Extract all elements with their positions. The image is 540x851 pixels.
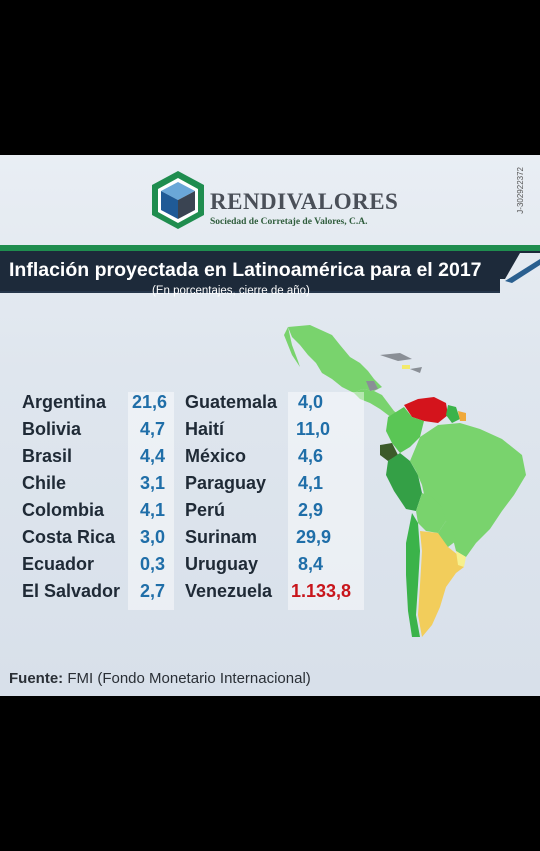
country-name: Colombia: [22, 500, 105, 520]
inflation-value: 29,9: [296, 527, 332, 547]
country-name: Surinam: [185, 527, 258, 547]
left-values-background: [128, 392, 174, 610]
registration-code: J-302922372: [516, 167, 525, 214]
inflation-value: 3,0: [140, 527, 166, 547]
country-name: Paraguay: [185, 473, 267, 493]
country-name: Guatemala: [185, 392, 278, 412]
inflation-value: 4,4: [140, 446, 166, 466]
latin-america-map: [284, 325, 526, 637]
inflation-value: 11,0: [296, 419, 331, 439]
inflation-value: 21,6: [132, 392, 168, 412]
country-name: Costa Rica: [22, 527, 116, 547]
country-name: Brasil: [22, 446, 73, 466]
country-name: Argentina: [22, 392, 107, 412]
country-name: Uruguay: [185, 554, 259, 574]
cube-logo-icon: [152, 171, 204, 229]
inflation-value: 2,7: [140, 581, 166, 601]
country-name: México: [185, 446, 247, 466]
country-name: El Salvador: [22, 581, 121, 601]
inflation-value: 4,1: [298, 473, 324, 493]
source-text: FMI (Fondo Monetario Internacional): [67, 670, 311, 687]
inflation-value-highlight: 1.133,8: [291, 581, 352, 601]
title-banner: [0, 251, 540, 303]
rendivalores-logo: RENDIVALORES Sociedad de Corretaje de Va…: [150, 169, 398, 231]
inflation-value: 4,0: [298, 392, 324, 412]
country-name: Haití: [185, 419, 225, 439]
country-name: Venezuela: [185, 581, 273, 601]
inflation-value: 8,4: [298, 554, 324, 574]
divider-line: [0, 245, 540, 251]
country-name: Chile: [22, 473, 67, 493]
country-name: Perú: [185, 500, 226, 520]
page-subtitle: (En porcentajes, cierre de año): [152, 285, 310, 297]
brand-tagline: Sociedad de Corretaje de Valores, C.A.: [210, 217, 368, 227]
inflation-value: 4,1: [140, 500, 166, 520]
source-label: Fuente:: [9, 670, 64, 687]
brand-name: RENDIVALORES: [210, 189, 399, 214]
right-values-background: [288, 392, 364, 610]
infographic-card: RENDIVALORES Sociedad de Corretaje de Va…: [0, 155, 540, 696]
inflation-value: 4,7: [140, 419, 166, 439]
source-note: Fuente: FMI (Fondo Monetario Internacion…: [9, 670, 311, 687]
country-name: Bolivia: [22, 419, 82, 439]
inflation-value: 4,6: [298, 446, 324, 466]
country-name: Ecuador: [22, 554, 95, 574]
page-title: Inflación proyectada en Latinoamérica pa…: [9, 259, 482, 281]
inflation-value: 3,1: [140, 473, 166, 493]
inflation-value: 2,9: [298, 500, 324, 520]
inflation-value: 0,3: [140, 554, 166, 574]
